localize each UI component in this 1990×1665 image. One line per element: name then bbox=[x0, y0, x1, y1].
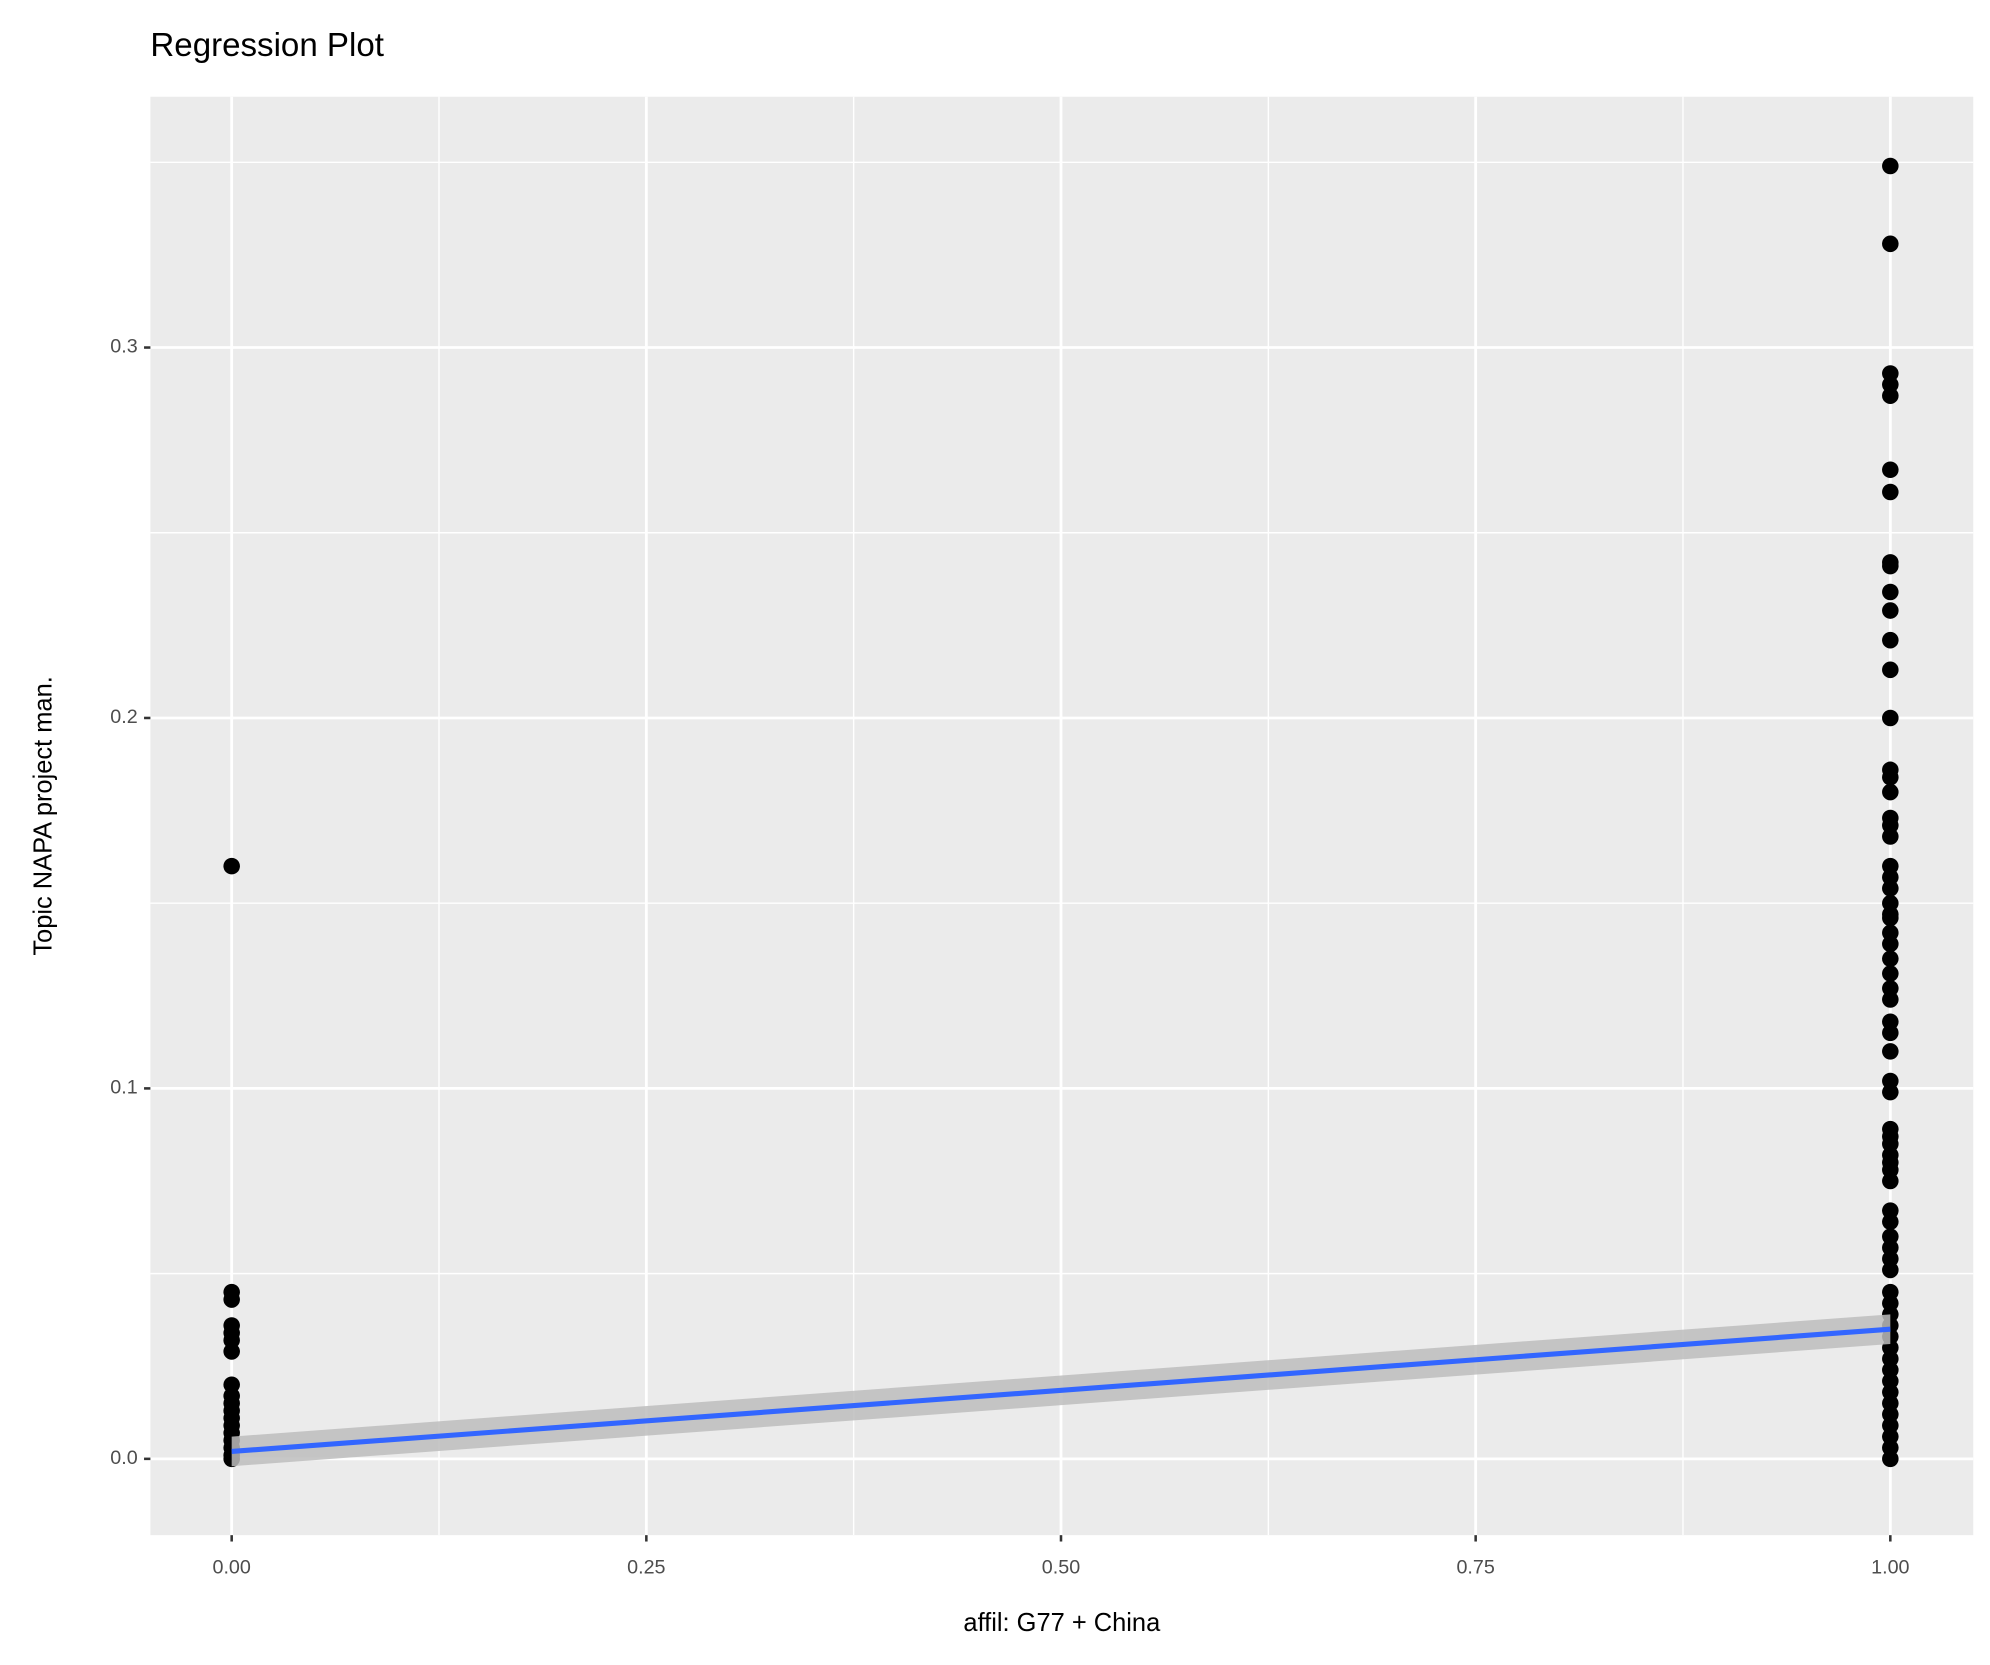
data-point bbox=[1882, 157, 1899, 175]
x-tick-label: 0.25 bbox=[627, 1556, 665, 1578]
x-tick-label: 1.00 bbox=[1871, 1556, 1909, 1578]
data-point bbox=[1882, 1261, 1899, 1279]
data-point bbox=[1882, 965, 1899, 982]
data-point bbox=[223, 857, 240, 875]
data-point bbox=[1882, 935, 1899, 953]
chart-title: Regression Plot bbox=[150, 27, 384, 64]
data-point bbox=[1882, 1213, 1899, 1231]
data-point bbox=[1882, 235, 1899, 253]
data-point bbox=[1882, 661, 1899, 679]
data-point bbox=[1882, 1083, 1899, 1101]
data-point bbox=[223, 1343, 240, 1360]
x-tick-label: 0.75 bbox=[1456, 1556, 1494, 1578]
data-point bbox=[1882, 991, 1899, 1008]
data-point bbox=[1882, 602, 1899, 619]
data-point bbox=[1882, 880, 1899, 897]
data-point bbox=[1882, 557, 1899, 575]
y-tick-label: 0.2 bbox=[110, 706, 137, 728]
data-point bbox=[1882, 1043, 1899, 1060]
data-point bbox=[1882, 583, 1899, 601]
data-point bbox=[1882, 631, 1899, 649]
y-axis-title: Topic NAPA project man. bbox=[29, 676, 57, 955]
data-point bbox=[1882, 768, 1899, 786]
data-point bbox=[1882, 828, 1899, 845]
data-point bbox=[1882, 909, 1899, 927]
regression-line bbox=[231, 1326, 1891, 1454]
data-point bbox=[1882, 483, 1899, 501]
data-point bbox=[1882, 461, 1899, 479]
x-tick-label: 0.50 bbox=[1042, 1556, 1080, 1578]
x-tick-label: 0.00 bbox=[212, 1556, 250, 1578]
data-point bbox=[1882, 387, 1899, 404]
data-point bbox=[1882, 1450, 1899, 1468]
y-tick-label: 0.3 bbox=[110, 336, 137, 358]
x-axis-title: affil: G77 + China bbox=[963, 1609, 1161, 1637]
data-point bbox=[1882, 709, 1899, 727]
data-point bbox=[1882, 783, 1899, 801]
data-point bbox=[1882, 1024, 1899, 1042]
data-point bbox=[223, 1291, 240, 1308]
y-tick-label: 0.1 bbox=[110, 1077, 137, 1099]
data-point bbox=[1882, 950, 1899, 968]
data-point bbox=[1882, 1172, 1899, 1190]
y-tick-label: 0.0 bbox=[110, 1447, 137, 1469]
